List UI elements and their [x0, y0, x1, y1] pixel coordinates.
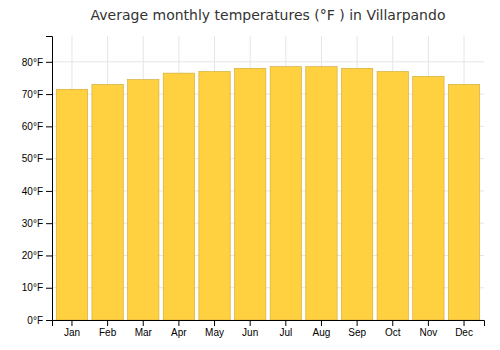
tick-label: 80°F: [22, 57, 43, 68]
tick: 60°F: [22, 121, 52, 132]
title: Average monthly temperatures (°F ) in Vi…: [91, 7, 446, 23]
tick-label: Apr: [171, 327, 187, 338]
grid-line: [52, 61, 484, 62]
tick: 70°F: [22, 89, 52, 100]
tick-mark: [178, 320, 179, 326]
tick: Jul: [279, 320, 292, 338]
tick: Jan: [64, 320, 80, 338]
x-axis: Jan Feb Mar Apr May Jun Jul Aug Sep Oct Nov Dec: [53, 320, 485, 338]
tick: Feb: [99, 320, 117, 338]
tick: 10°F: [22, 282, 52, 293]
tick: Sep: [348, 320, 366, 338]
plot: 0°F 10°F 20°F 30°F 40°F 50°F 60°F 70°F 80°F Jan Fe…: [22, 36, 485, 338]
tick-label: Jul: [279, 327, 292, 338]
tick-mark: [143, 320, 144, 326]
tick-mark: [285, 320, 286, 326]
tick-label: 50°F: [22, 153, 43, 164]
tick-label: Feb: [99, 327, 117, 338]
tick-mark: [46, 223, 52, 224]
axis-line: [53, 321, 485, 327]
tick: Jun: [242, 320, 258, 338]
tick-mark: [46, 288, 52, 289]
tick: 50°F: [22, 153, 52, 164]
tick-label: 60°F: [22, 121, 43, 132]
tick-label: 70°F: [22, 89, 43, 100]
tick-mark: [46, 62, 52, 63]
bar: [270, 67, 301, 320]
tick-label: 10°F: [22, 282, 43, 293]
tick-label: May: [205, 327, 224, 338]
tick-mark: [464, 320, 465, 326]
tick: Mar: [135, 320, 153, 338]
bar: [199, 72, 230, 321]
bar: [377, 72, 408, 321]
axis-line: [46, 37, 53, 321]
bar: [413, 76, 444, 320]
bar: [92, 84, 123, 320]
tick-mark: [71, 320, 72, 326]
bar: [234, 68, 265, 320]
tick-mark: [46, 191, 52, 192]
tick-label: 40°F: [22, 186, 43, 197]
tick-mark: [46, 159, 52, 160]
grid: [52, 36, 484, 320]
tick-label: 30°F: [22, 218, 43, 229]
tick-label: Dec: [455, 327, 473, 338]
tick: Dec: [455, 320, 473, 338]
tick-mark: [250, 320, 251, 326]
tick-label: Nov: [419, 327, 437, 338]
tick: 30°F: [22, 218, 52, 229]
tick-label: 0°F: [27, 315, 43, 326]
bar: [56, 89, 87, 320]
tick-label: Sep: [348, 327, 366, 338]
tick-label: Jun: [242, 327, 258, 338]
tick: 20°F: [22, 250, 52, 261]
tick-label: 20°F: [22, 250, 43, 261]
tick-mark: [321, 320, 322, 326]
bars: [56, 67, 479, 320]
tick-mark: [107, 320, 108, 326]
bar: [163, 73, 194, 320]
bar: [341, 68, 372, 320]
bar: [448, 84, 479, 320]
tick: 40°F: [22, 186, 52, 197]
tick-mark: [214, 320, 215, 326]
bar: [306, 67, 337, 320]
tick: Nov: [419, 320, 437, 338]
tick: 0°F: [27, 315, 52, 326]
tick-mark: [46, 126, 52, 127]
tick-label: Jan: [64, 327, 80, 338]
tick-mark: [46, 320, 52, 321]
chart: 0°F 10°F 20°F 30°F 40°F 50°F 60°F 70°F 80°F Jan Fe…: [0, 0, 500, 350]
tick: Aug: [313, 320, 331, 338]
tick-mark: [428, 320, 429, 326]
tick-mark: [46, 94, 52, 95]
bar: [128, 80, 159, 320]
tick: 80°F: [22, 57, 52, 68]
tick-label: Mar: [135, 327, 153, 338]
tick: Apr: [171, 320, 187, 338]
tick: May: [205, 320, 224, 338]
tick: Oct: [385, 320, 401, 338]
tick-label: Aug: [313, 327, 331, 338]
tick-mark: [357, 320, 358, 326]
tick-label: Oct: [385, 327, 401, 338]
tick-mark: [46, 255, 52, 256]
y-axis: 0°F 10°F 20°F 30°F 40°F 50°F 60°F 70°F 80°F: [22, 37, 53, 326]
tick-mark: [392, 320, 393, 326]
